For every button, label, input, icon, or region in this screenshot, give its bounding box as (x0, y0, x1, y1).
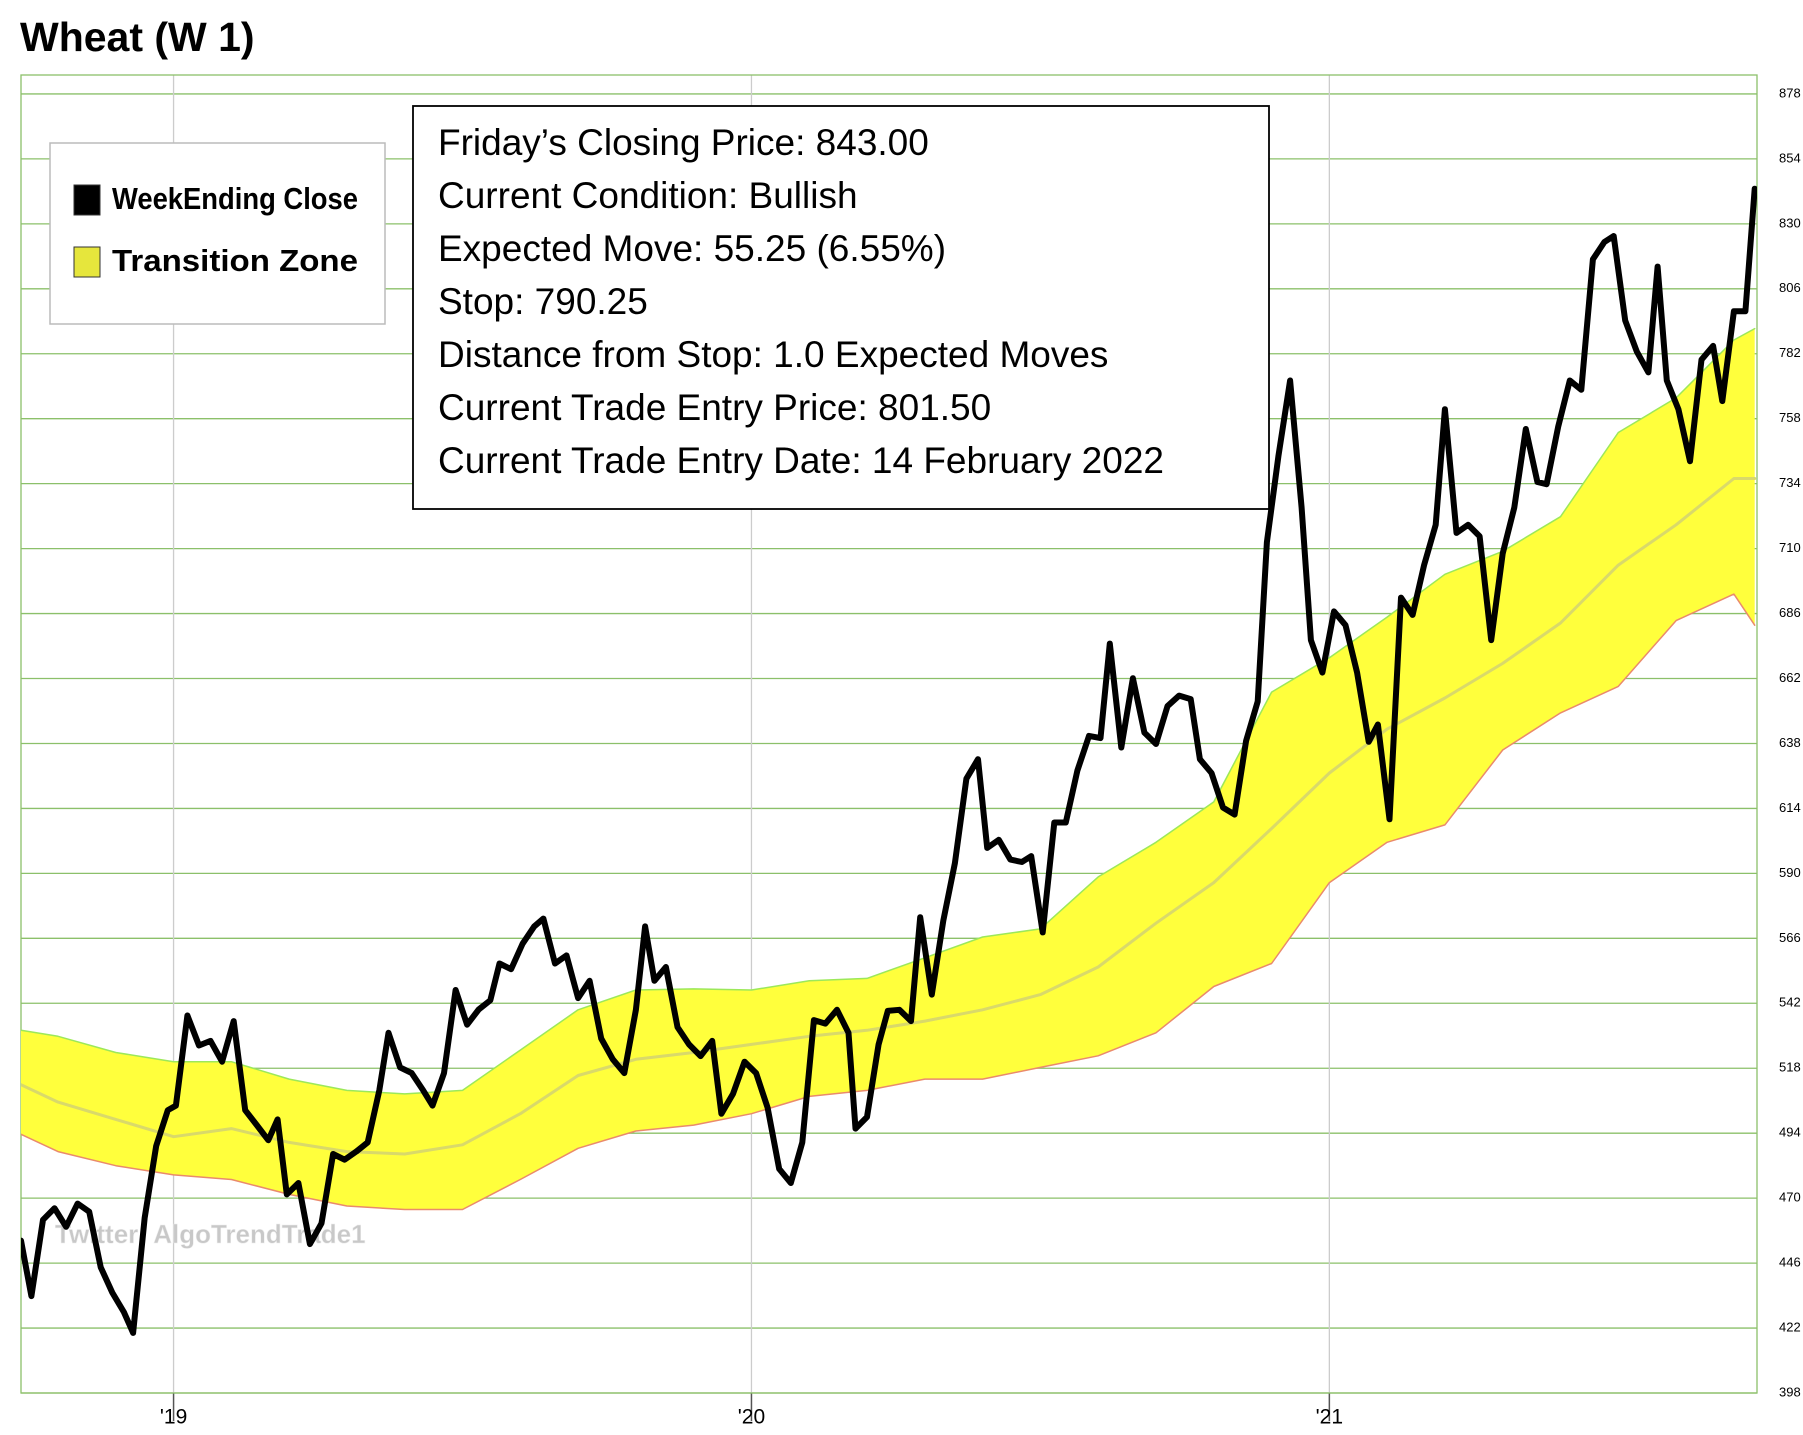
y-tick-label: 542 (1779, 995, 1801, 1010)
legend-box (49, 142, 386, 325)
y-tick-label: 398 (1779, 1384, 1801, 1399)
y-tick-label: 422 (1779, 1319, 1801, 1334)
y-tick-label: 710 (1779, 540, 1801, 555)
close-line (21, 185, 1757, 1336)
y-tick-label: 806 (1779, 280, 1801, 295)
info-line: Stop: 790.25 (438, 281, 648, 322)
y-tick-label: 734 (1779, 475, 1801, 490)
y-tick-label: 686 (1779, 605, 1801, 620)
info-line: Current Trade Entry Date: 14 February 20… (438, 440, 1164, 481)
info-line: Expected Move: 55.25 (6.55%) (438, 228, 946, 269)
x-tick-label: '20 (738, 1406, 765, 1429)
y-tick-label: 518 (1779, 1060, 1801, 1075)
y-tick-label: 878 (1779, 85, 1801, 100)
x-tick-label: '21 (1316, 1406, 1343, 1429)
info-line: Distance from Stop: 1.0 Expected Moves (438, 334, 1108, 375)
info-line: Friday’s Closing Price: 843.00 (438, 122, 929, 163)
info-line: Current Trade Entry Price: 801.50 (438, 387, 991, 428)
legend-label: Transition Zone (112, 243, 358, 278)
y-tick-label: 830 (1779, 215, 1801, 230)
band-middle (21, 477, 1757, 1156)
plot-area: Twitter: AlgoTrendTrade1 (21, 185, 1757, 1336)
legend-swatch (73, 246, 101, 278)
y-tick-label: 470 (1779, 1190, 1801, 1205)
y-tick-label: 566 (1779, 930, 1801, 945)
y-tick-label: 758 (1779, 410, 1801, 425)
y-tick-label: 854 (1779, 150, 1801, 165)
chart-title: Wheat (W 1) (20, 14, 255, 60)
legend-swatch (73, 184, 101, 216)
y-tick-label: 638 (1779, 735, 1801, 750)
legend-label: WeekEnding Close (112, 181, 358, 216)
y-tick-label: 662 (1779, 670, 1801, 685)
info-box-frame (412, 105, 1270, 510)
band-upper (21, 327, 1756, 1095)
y-tick-label: 446 (1779, 1255, 1801, 1270)
plot-frame (20, 74, 1758, 1394)
legend: WeekEnding Close Transition Zone (49, 142, 386, 325)
y-tick-label: 614 (1779, 800, 1801, 815)
info-line: Current Condition: Bullish (438, 175, 858, 216)
x-tick-label: '19 (160, 1406, 187, 1429)
band-fill (21, 328, 1755, 1210)
y-tick-label: 590 (1779, 865, 1801, 880)
y-tick-label: 494 (1779, 1125, 1801, 1140)
y-tick-label: 782 (1779, 345, 1801, 360)
info-box: Friday’s Closing Price: 843.00 Current Co… (412, 105, 1270, 510)
